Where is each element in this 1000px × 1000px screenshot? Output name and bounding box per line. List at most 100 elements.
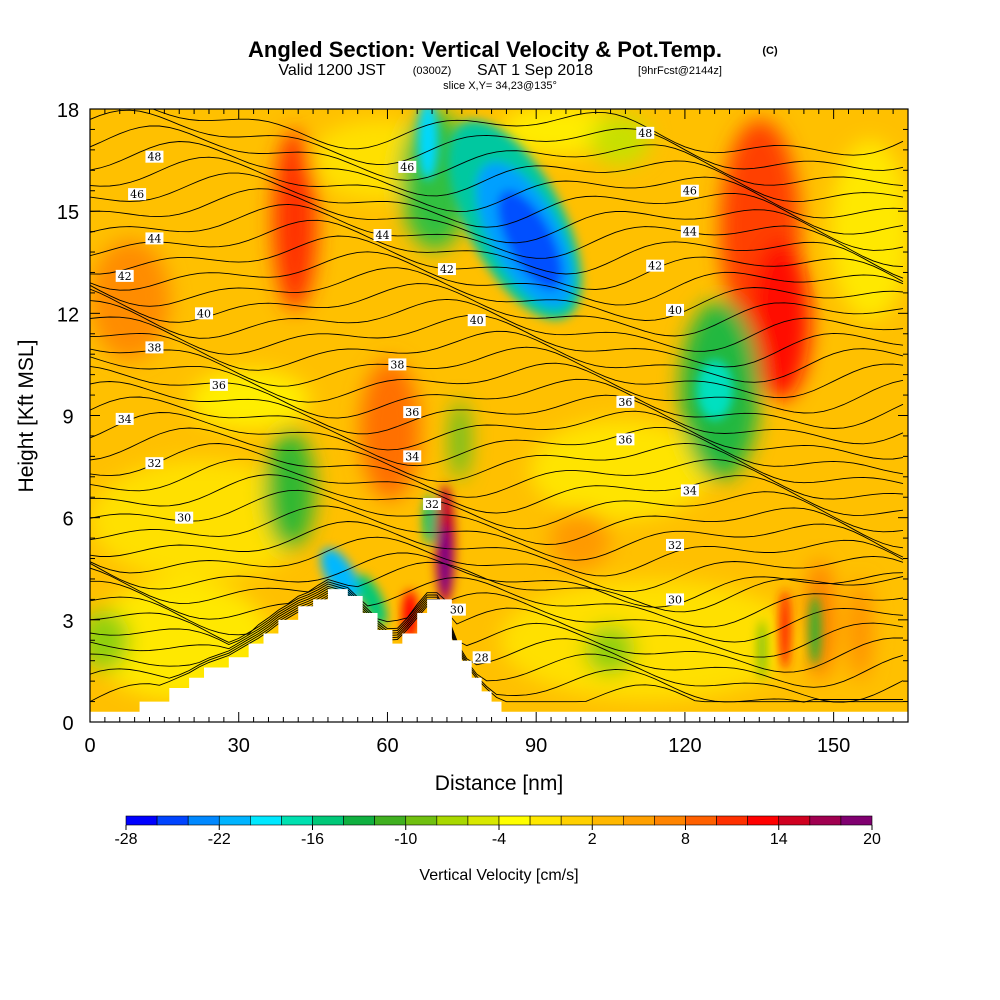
- contour-label-box: [373, 229, 392, 242]
- contour-label-box: [209, 378, 228, 391]
- contour-label-box: [195, 307, 214, 320]
- colorbar-swatch: [716, 815, 748, 826]
- theta-contour-line: [90, 267, 904, 321]
- forecast-info: [9hrFcst@2144z]: [638, 65, 722, 77]
- colorbar-label: Vertical Velocity [cm/s]: [419, 867, 578, 884]
- contour-label-box: [467, 314, 486, 327]
- contour-label: 30: [668, 593, 682, 606]
- contour-label-box: [115, 269, 134, 282]
- theta-contour-line: [90, 396, 904, 460]
- contour-label-box: [115, 412, 134, 425]
- downdraft-area: [450, 400, 470, 480]
- colorbar-swatch: [778, 815, 811, 826]
- theta-contour-line: [90, 412, 904, 475]
- y-tick-label: 9: [62, 407, 73, 429]
- colorbar-tick-label: -28: [114, 831, 137, 848]
- strong-downdraft: [758, 620, 766, 680]
- contour-label: 40: [197, 307, 211, 320]
- colorbar-tick-label: -16: [301, 831, 324, 848]
- colorbar-swatch: [281, 815, 313, 826]
- y-tick-label: 18: [57, 100, 79, 122]
- x-axis-label: Distance [nm]: [435, 772, 563, 795]
- contour-label-box: [680, 225, 699, 238]
- theta-contour-line: [90, 109, 904, 171]
- theta-contour-line: [90, 521, 904, 577]
- downdraft-area: [90, 610, 130, 670]
- colorbar-swatch: [218, 815, 251, 826]
- theta-contours: [90, 109, 904, 703]
- theta-contour-labels: 48 46 44 42 40 38 36 34 32 30 46 44 42 40 38 36 34 32 30 28…: [115, 126, 699, 664]
- colorbar-swatch: [250, 815, 282, 826]
- valid-time: Valid 1200 JST: [278, 62, 386, 79]
- contour-label: 48: [638, 127, 652, 140]
- colorbar-swatch: [405, 815, 438, 826]
- strong-updraft: [779, 590, 791, 670]
- contour-label-box: [680, 184, 699, 197]
- contour-label-box: [680, 484, 699, 497]
- slice-info: slice X,Y= 34,23@135°: [443, 80, 557, 92]
- colorbar-tick-label: -10: [394, 831, 417, 848]
- downdraft-area: [585, 625, 635, 675]
- colorbar-tick-label: 8: [681, 831, 690, 848]
- colorbar-swatch: [187, 815, 220, 826]
- contour-label: 38: [147, 341, 161, 354]
- theta-contour-line: [90, 592, 904, 703]
- contour-label-box: [616, 395, 635, 408]
- contour-label-box: [636, 126, 655, 139]
- colorbar-tick-label: -22: [208, 831, 231, 848]
- weak-updraft-area: [500, 580, 800, 700]
- theta-contour-line: [90, 577, 904, 628]
- contour-label: 40: [668, 304, 682, 317]
- theta-contour-line: [90, 552, 904, 608]
- updraft-area: [750, 240, 810, 400]
- strong-downdraft: [697, 360, 733, 420]
- theta-contour-line: [90, 381, 904, 445]
- contour-label: 46: [683, 185, 697, 198]
- theta-contour-line: [90, 188, 904, 251]
- theta-contour-line: [90, 235, 904, 290]
- x-tick-label: 120: [668, 735, 701, 757]
- colorbar-swatch: [498, 815, 531, 826]
- valid-date: SAT 1 Sep 2018: [477, 62, 593, 79]
- contour-label-box: [447, 603, 466, 616]
- contour-label-box: [616, 433, 635, 446]
- valid-utc: (0300Z): [413, 65, 452, 77]
- updraft-area: [550, 510, 610, 570]
- colorbar-tick-label: -4: [492, 831, 506, 848]
- contour-label-box: [145, 232, 164, 245]
- contour-label: 34: [683, 484, 697, 497]
- chart-title: Angled Section: Vertical Velocity & Pot.…: [248, 37, 722, 62]
- y-axis-label: Height [Kft MSL]: [15, 340, 38, 493]
- colorbar-swatch: [467, 815, 500, 826]
- contour-label: 40: [470, 314, 484, 327]
- theta-contour-line: [90, 583, 904, 643]
- colorbar-swatch: [125, 815, 158, 826]
- colorbar-tick-label: 2: [588, 831, 597, 848]
- strong-updraft: [440, 525, 450, 595]
- theta-contour-line: [90, 356, 904, 414]
- contour-label-box: [145, 341, 164, 354]
- colorbar-tick-label: 20: [863, 831, 881, 848]
- theta-contour-line: [90, 443, 904, 500]
- contour-label: 48: [147, 151, 161, 164]
- y-tick-label: 12: [57, 304, 79, 326]
- contour-label-box: [646, 259, 665, 272]
- theta-contour-line: [90, 156, 904, 219]
- theta-contour-line: [90, 594, 903, 703]
- contour-label: 30: [177, 512, 191, 525]
- contour-label: 34: [118, 413, 132, 426]
- contour-label-box: [472, 651, 491, 664]
- contour-label: 38: [390, 358, 404, 371]
- theta-contour-line: [90, 203, 904, 268]
- contour-label-box: [437, 263, 456, 276]
- contour-label: 32: [668, 539, 682, 552]
- contour-label-box: [398, 160, 417, 173]
- theta-contour-line: [90, 251, 904, 306]
- contour-label-box: [665, 593, 684, 606]
- theta-contour-line: [90, 298, 904, 352]
- theta-contour-line: [90, 172, 904, 235]
- colorbar-swatch: [623, 815, 655, 826]
- theta-contour-line: [90, 588, 904, 673]
